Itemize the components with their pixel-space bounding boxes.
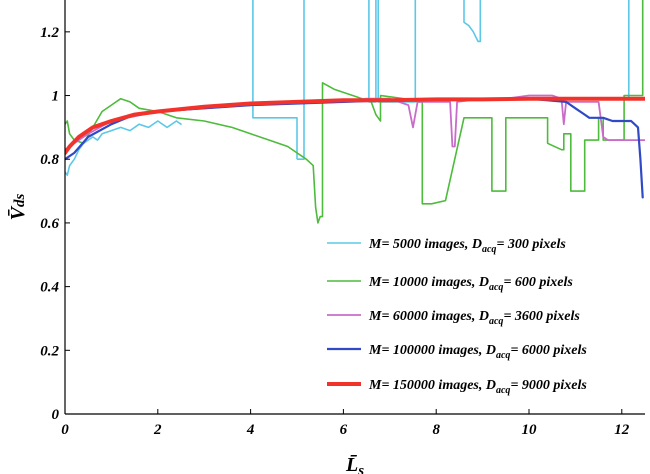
series-line-1-segment-3 <box>368 0 377 103</box>
series-line-1-segment-4 <box>377 0 417 103</box>
y-tick-label: 0 <box>52 407 60 423</box>
y-tick-label: 1 <box>52 89 60 105</box>
x-tick-label: 10 <box>522 422 538 438</box>
x-tick-label: 4 <box>246 422 255 438</box>
x-tick-label: 0 <box>61 422 69 438</box>
x-tick-label: 12 <box>614 422 630 438</box>
series-line-1-segment-1 <box>252 0 298 160</box>
series-line-1 <box>65 120 182 176</box>
legend-label-5: M= 150000 images, Dacq= 9000 pixels <box>368 378 587 396</box>
y-tick-label: 1.2 <box>40 25 59 41</box>
series-line-1-segment-2 <box>297 0 305 160</box>
y-tick-label: 0.6 <box>40 216 59 232</box>
y-tick-label: 0.8 <box>40 152 59 168</box>
x-axis-label: L̄s <box>345 454 364 474</box>
x-tick-label: 8 <box>432 422 440 438</box>
legend-label-3: M= 60000 images, Dacq= 3600 pixels <box>368 309 580 327</box>
y-tick-label: 0.2 <box>40 343 59 359</box>
series-line-5 <box>65 96 645 155</box>
y-axis-label: V̄ds <box>7 194 29 221</box>
legend-label-2: M= 10000 images, Dacq= 600 pixels <box>368 275 573 293</box>
x-tick-label: 2 <box>153 422 162 438</box>
x-tick-label: 6 <box>340 422 348 438</box>
series-line-1-segment-5 <box>463 0 482 43</box>
y-tick-label: 0.4 <box>40 280 59 296</box>
series-line-3 <box>65 94 645 151</box>
legend-label-4: M= 100000 images, Dacq= 6000 pixels <box>368 343 587 361</box>
legend-label-1: M= 5000 images, Dacq= 300 pixels <box>368 237 566 255</box>
